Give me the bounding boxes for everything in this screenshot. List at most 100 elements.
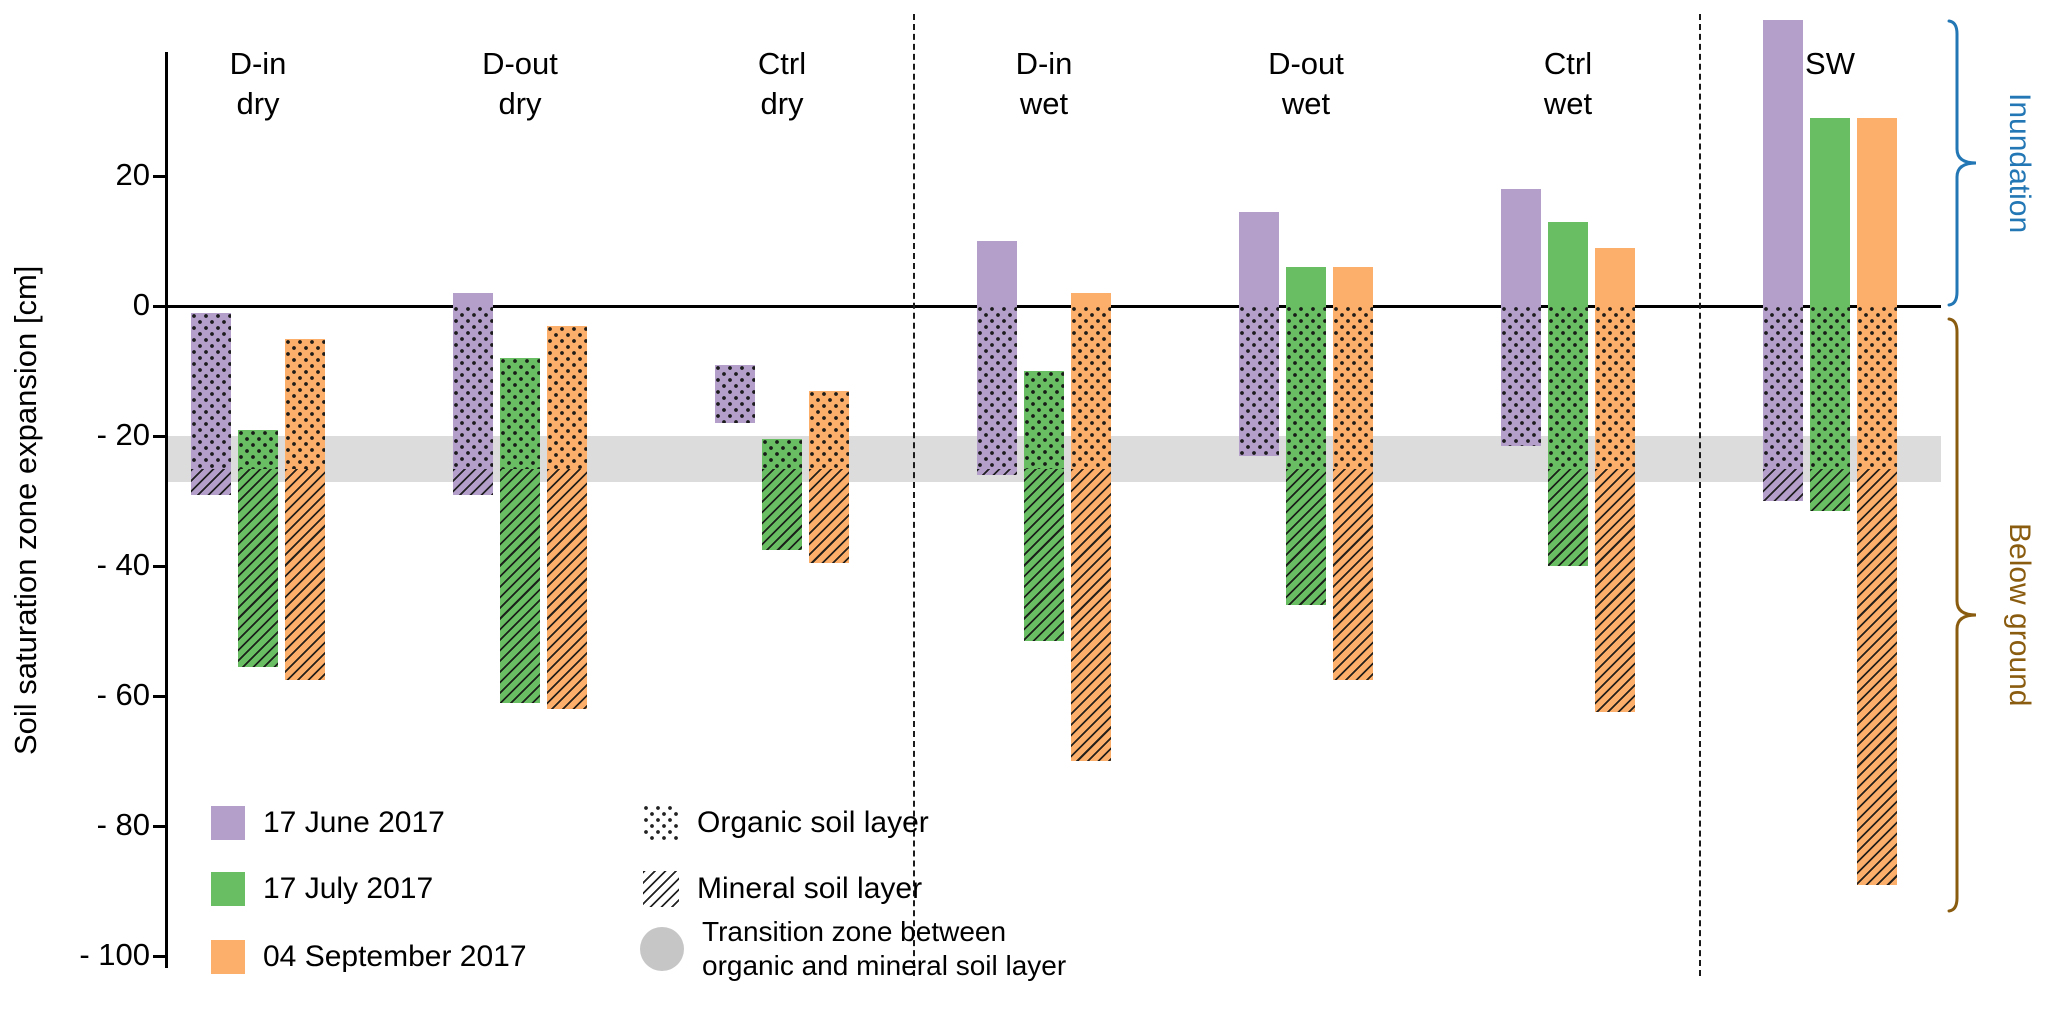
bar-segment-organic [1501,306,1541,446]
bar-1-1 [500,358,540,703]
bar-2-1 [762,439,802,550]
y-tick-label: - 80 [96,807,150,842]
bar-6-0 [1763,20,1803,501]
y-tick-label: 20 [115,157,150,192]
bar-segment-mineral [1810,468,1850,511]
bar-segment-mineral [238,468,278,667]
bar-segment-mineral [1763,468,1803,501]
bar-segment-mineral [977,468,1017,475]
group-separator-dashed-line [1699,14,1701,976]
bar-4-1 [1286,267,1326,605]
bar-segment-above-ground [1333,267,1373,306]
y-axis-line [165,52,168,968]
y-tick-mark [153,305,165,308]
bar-5-0 [1501,189,1541,446]
bar-segment-organic [809,390,849,469]
bar-segment-above-ground [1857,117,1897,306]
below-ground-brace [1947,317,1977,913]
group-label: SW [1805,46,1855,81]
bar-segment-mineral [1548,468,1588,566]
bar-segment-mineral [1024,468,1064,641]
bar-0-1 [238,429,278,667]
bar-segment-mineral [809,468,849,563]
bar-segment-organic [453,306,493,469]
bar-0-2 [285,338,325,680]
bar-segment-mineral [191,468,231,495]
bar-segment-organic [762,439,802,469]
bar-segment-organic [977,306,1017,469]
group-label: Ctrl dry [757,46,807,121]
bar-segment-above-ground [1239,211,1279,306]
bar-5-1 [1548,221,1588,566]
bar-segment-organic [1548,306,1588,469]
bar-segment-mineral [1286,468,1326,605]
bar-segment-mineral [453,468,493,495]
y-tick-label: - 40 [96,547,150,582]
bar-5-2 [1595,247,1635,713]
bar-segment-mineral [1071,468,1111,761]
bar-3-1 [1024,371,1064,641]
group-label: D-in wet [1015,46,1073,121]
inundation-brace [1947,19,1977,307]
bar-0-0 [191,312,231,495]
bar-segment-mineral [1595,468,1635,713]
bar-segment-organic [1333,306,1373,469]
y-tick-label: - 20 [96,417,150,452]
bar-3-2 [1071,293,1111,761]
bar-1-0 [453,293,493,495]
bar-3-0 [977,241,1017,475]
bar-6-2 [1857,117,1897,885]
bar-segment-organic [1857,306,1897,469]
y-tick-mark [153,825,165,828]
bar-2-2 [809,390,849,563]
zero-line [167,305,1941,308]
bar-1-2 [547,325,587,709]
bar-segment-above-ground [1595,247,1635,306]
bar-segment-mineral [1857,468,1897,885]
group-label: D-out dry [482,46,558,121]
y-tick-label: - 100 [79,937,150,972]
bar-2-0 [715,364,755,423]
bar-segment-above-ground [977,241,1017,306]
inundation-label: Inundation [2003,92,2036,234]
bar-segment-organic [1071,306,1111,469]
y-tick-label: 0 [132,287,150,322]
group-label: D-in dry [229,46,287,121]
below-ground-label: Below ground [2003,523,2036,707]
bar-segment-organic [547,325,587,469]
bar-segment-organic [1595,306,1635,469]
bar-4-2 [1333,267,1373,680]
bar-segment-above-ground [1071,293,1111,306]
bar-segment-above-ground [1810,117,1850,306]
bar-segment-mineral [547,468,587,709]
bar-segment-organic [1810,306,1850,469]
y-tick-mark [153,695,165,698]
group-label: Ctrl wet [1543,46,1593,121]
bar-segment-organic [1763,306,1803,469]
y-axis-title: Soil saturation zone expansion [cm] [8,265,43,755]
bar-segment-above-ground [1548,221,1588,306]
bar-segment-above-ground [1763,20,1803,306]
bar-6-1 [1810,117,1850,511]
y-tick-mark [153,175,165,178]
bar-segment-mineral [285,468,325,680]
bar-segment-above-ground [1286,267,1326,306]
bar-segment-mineral [762,468,802,550]
bar-segment-above-ground [1501,189,1541,306]
y-tick-mark [153,565,165,568]
bar-segment-organic [500,358,540,469]
group-label: D-out wet [1268,46,1344,121]
group-separator-dashed-line [913,14,915,976]
bar-segment-organic [1286,306,1326,469]
bar-segment-organic [715,364,755,423]
bar-segment-organic [1239,306,1279,456]
bar-4-0 [1239,211,1279,456]
bar-segment-organic [238,429,278,469]
bar-segment-organic [191,312,231,469]
bar-segment-mineral [500,468,540,703]
bar-segment-above-ground [453,293,493,306]
bar-segment-organic [1024,371,1064,469]
y-tick-mark [153,435,165,438]
